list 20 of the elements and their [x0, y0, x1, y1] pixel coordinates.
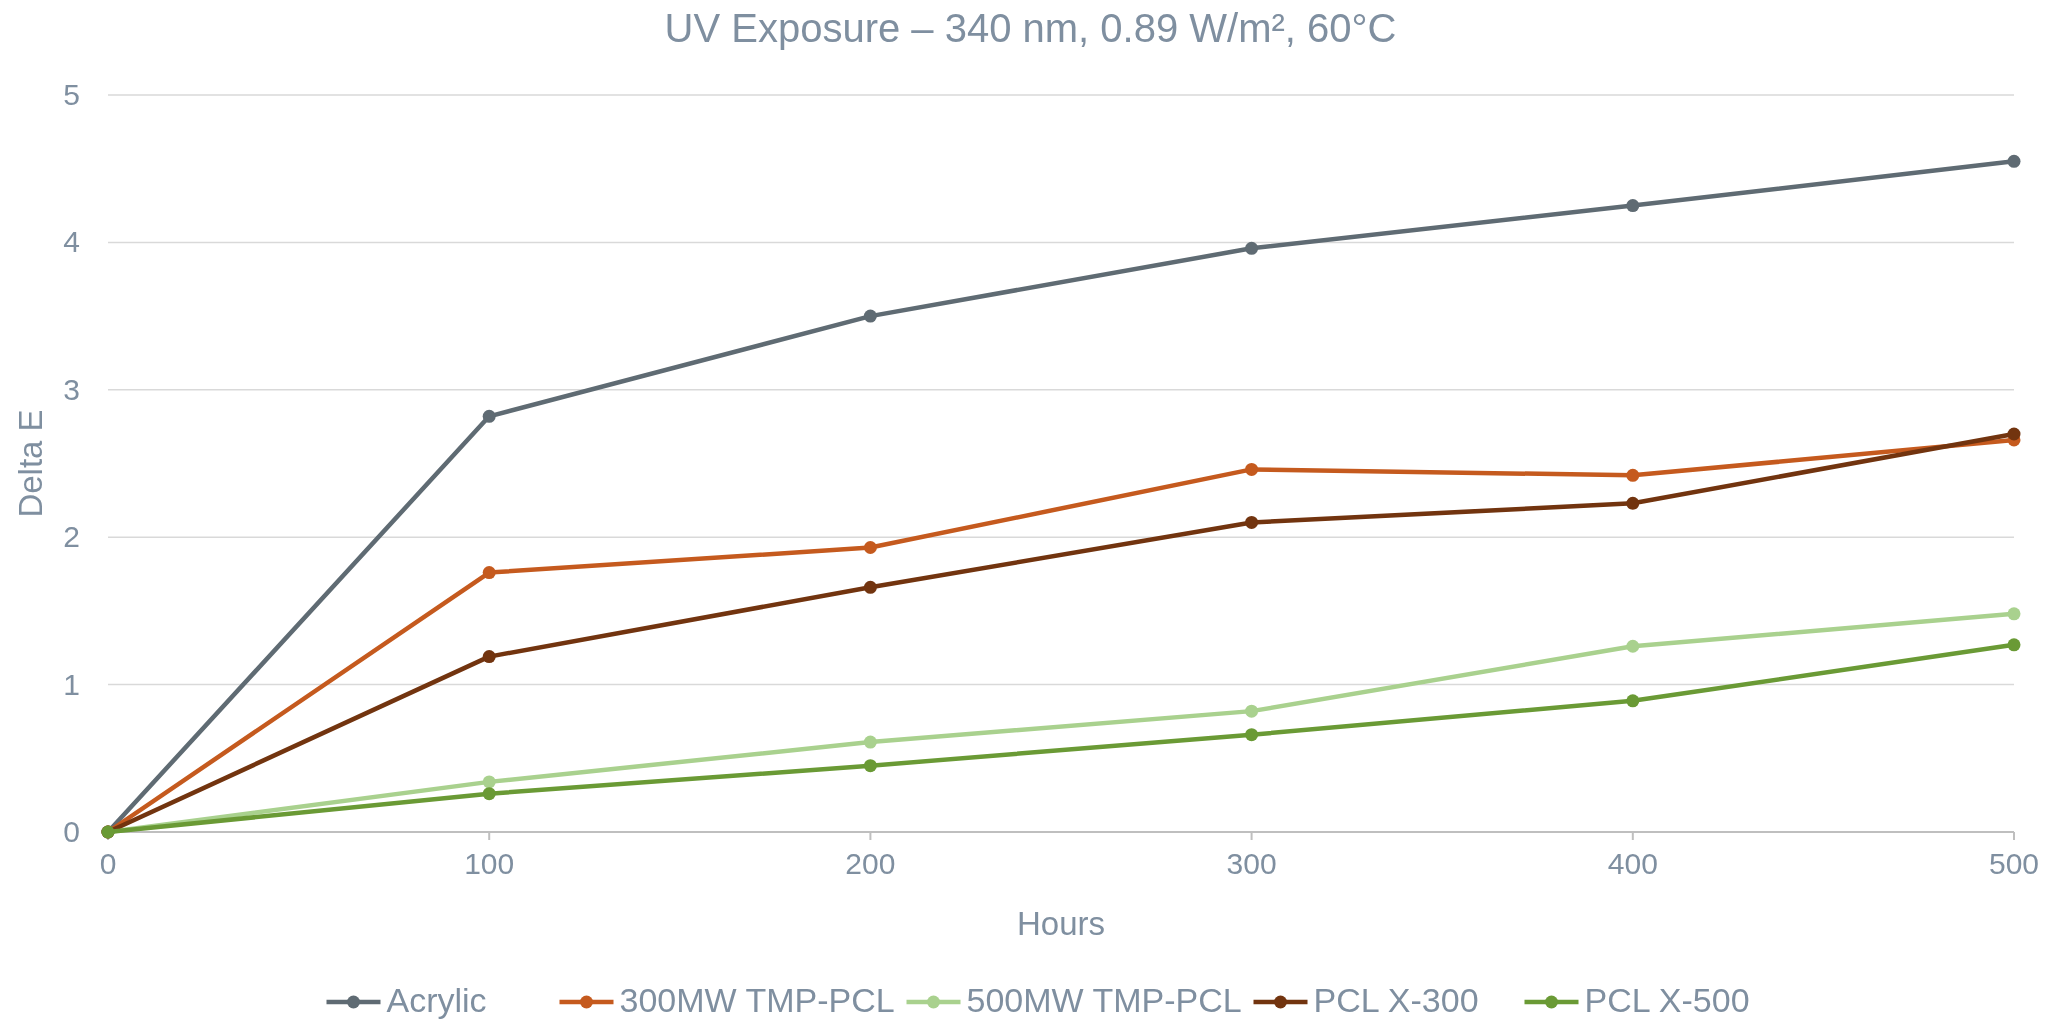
legend-label: 300MW TMP-PCL	[619, 981, 895, 1019]
x-tick-label: 500	[1988, 847, 2040, 880]
y-tick-label: 1	[63, 667, 80, 701]
y-tick-label: 4	[63, 225, 80, 259]
legend-label: 500MW TMP-PCL	[966, 981, 1242, 1019]
legend-label: PCL X-500	[1584, 981, 1750, 1019]
x-tick-label: 0	[99, 847, 117, 880]
chart-title: UV Exposure – 340 nm, 0.89 W/m², 60°C	[664, 6, 1397, 50]
x-tick-label: 300	[1226, 847, 1277, 880]
x-axis-title: Hours	[1016, 905, 1106, 942]
x-tick-label: 400	[1607, 847, 1658, 880]
legend-label: Acrylic	[386, 981, 487, 1019]
x-tick-label: 200	[845, 847, 896, 880]
y-tick-label: 2	[63, 520, 80, 554]
y-tick-label: 5	[63, 78, 80, 111]
y-tick-label: 0	[63, 815, 80, 848]
legend-label: PCL X-300	[1313, 981, 1479, 1019]
y-axis-title: Delta E	[12, 409, 49, 518]
x-tick-label: 100	[464, 847, 515, 880]
y-tick-label: 3	[63, 372, 80, 406]
